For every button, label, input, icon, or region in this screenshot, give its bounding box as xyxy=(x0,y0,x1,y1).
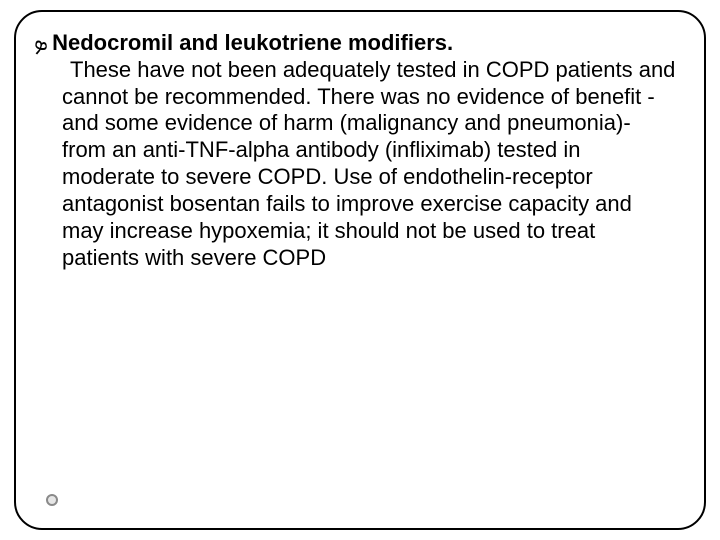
slide-body-text: These have not been adequately tested in… xyxy=(62,57,678,272)
heading-row: ܤ Nedocromil and leukotriene modifiers. xyxy=(34,30,678,57)
slide-frame: ܤ Nedocromil and leukotriene modifiers. … xyxy=(14,10,706,530)
slide-content: ܤ Nedocromil and leukotriene modifiers. … xyxy=(34,30,678,271)
slide: ܤ Nedocromil and leukotriene modifiers. … xyxy=(0,0,720,540)
bullet-icon: ܤ xyxy=(34,30,48,57)
slide-heading: Nedocromil and leukotriene modifiers. xyxy=(52,30,453,57)
footer-dot-icon xyxy=(46,494,58,506)
